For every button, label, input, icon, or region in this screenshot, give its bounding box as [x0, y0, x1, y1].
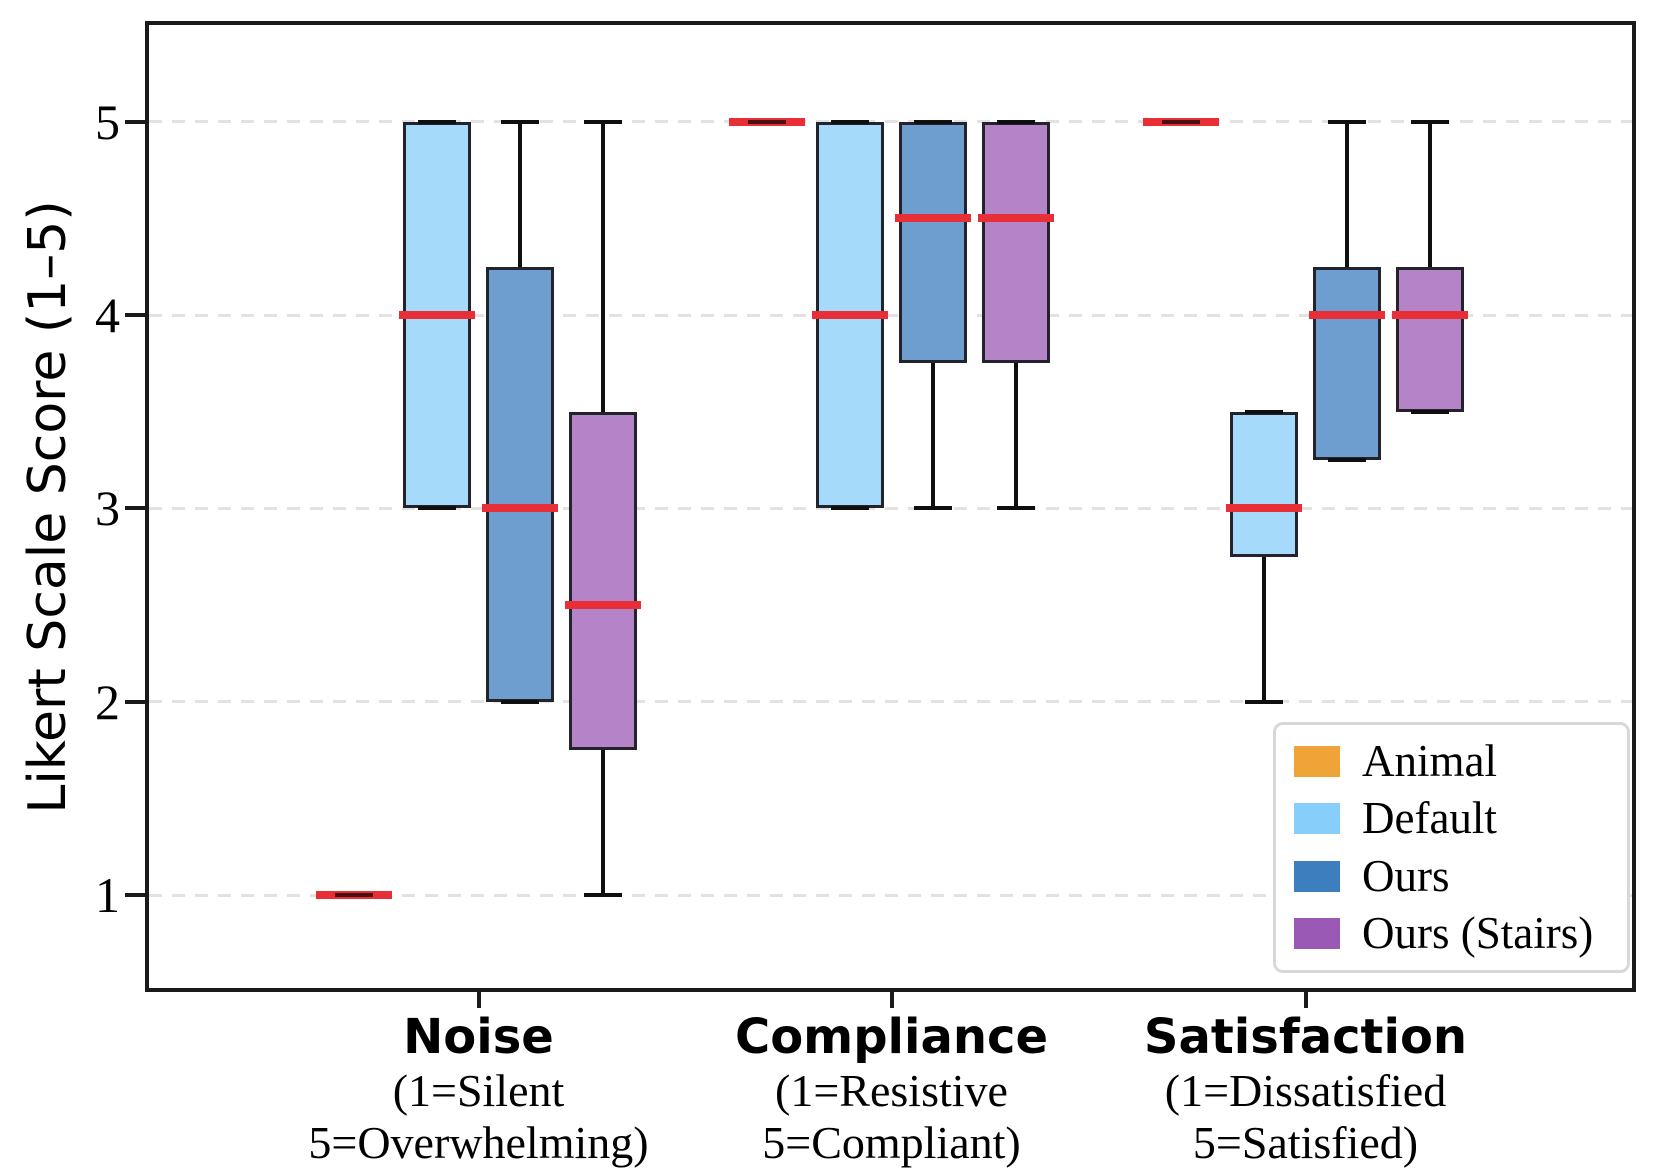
- x-category-sublabel: 5=Overwhelming): [308, 1117, 649, 1169]
- box: [1396, 266, 1464, 412]
- legend-label: Default: [1362, 793, 1497, 844]
- whisker-cap: [335, 893, 373, 898]
- whisker-cap: [501, 699, 539, 704]
- box: [899, 121, 967, 364]
- legend-swatch-default: [1294, 803, 1340, 835]
- y-tick-label: 3: [95, 480, 120, 537]
- y-tick-label: 4: [95, 287, 120, 343]
- box-whisker: [518, 121, 522, 267]
- box: [569, 411, 637, 751]
- box: [982, 121, 1050, 364]
- x-category-sublabel: (1=Resistive: [775, 1065, 1008, 1117]
- whisker-cap: [914, 119, 952, 124]
- box-whisker: [1428, 121, 1432, 267]
- median-line: [482, 504, 558, 513]
- legend-label: Animal: [1362, 736, 1497, 787]
- y-tick-label: 1: [95, 867, 120, 924]
- x-category-label: Noise: [403, 1009, 554, 1065]
- y-tick-label: 2: [95, 673, 120, 730]
- x-tick-mark: [889, 992, 894, 1008]
- x-category-sublabel: (1=Silent: [392, 1065, 565, 1117]
- legend-label: Ours (Stairs): [1362, 907, 1594, 958]
- whisker-cap: [501, 119, 539, 124]
- whisker-cap: [1245, 409, 1283, 414]
- median-line: [1309, 311, 1385, 319]
- gridline: [149, 120, 1632, 124]
- y-tick-mark: [125, 313, 147, 317]
- median-line: [1226, 504, 1302, 513]
- gridline: [149, 313, 1632, 317]
- whisker-cap: [584, 893, 622, 898]
- gridline: [149, 893, 1632, 897]
- legend-item: Default: [1294, 796, 1609, 841]
- x-category-label-block: Satisfaction (1=Dissatisfied 5=Satisfied): [1026, 1009, 1586, 1169]
- box: [486, 266, 554, 702]
- x-category-sublabel: 5=Compliant): [762, 1117, 1021, 1169]
- box-whisker: [1262, 556, 1266, 702]
- x-category-sublabel: 5=Satisfied): [1192, 1117, 1419, 1169]
- box: [1313, 266, 1381, 461]
- whisker-cap: [1411, 119, 1449, 124]
- median-line: [399, 311, 475, 319]
- y-tick-mark: [125, 893, 147, 898]
- legend-swatch-animal: [1294, 746, 1340, 778]
- x-tick-mark: [476, 992, 481, 1008]
- whisker-cap: [418, 119, 456, 124]
- whisker-cap: [997, 119, 1035, 124]
- legend-swatch-ours-stairs: [1294, 917, 1340, 949]
- whisker-cap: [1162, 119, 1200, 124]
- legend-label: Ours: [1362, 850, 1450, 901]
- median-line: [895, 214, 971, 223]
- whisker-cap: [584, 119, 622, 124]
- median-line: [1392, 311, 1468, 319]
- x-category-label-block: Compliance (1=Resistive 5=Compliant): [612, 1009, 1172, 1169]
- box-whisker: [1345, 121, 1349, 267]
- box: [1230, 411, 1298, 557]
- box-whisker: [1014, 363, 1018, 509]
- legend-item: Ours (Stairs): [1294, 907, 1609, 958]
- median-line: [978, 214, 1054, 223]
- y-tick-label: 5: [95, 93, 120, 150]
- gridline: [149, 700, 1632, 704]
- y-tick-mark: [125, 699, 147, 704]
- legend-swatch-ours: [1294, 860, 1340, 892]
- median-line: [812, 311, 888, 319]
- whisker-cap: [1328, 119, 1366, 124]
- median-line: [565, 601, 641, 610]
- x-category-label: Compliance: [734, 1009, 1049, 1065]
- legend-item: Animal: [1294, 739, 1609, 784]
- whisker-cap: [748, 119, 786, 124]
- whisker-cap: [1328, 458, 1366, 463]
- y-tick-mark: [125, 506, 147, 511]
- legend-item: Ours: [1294, 850, 1609, 901]
- whisker-cap: [831, 119, 869, 124]
- y-tick-mark: [125, 119, 147, 124]
- x-category-label-block: Noise (1=Silent 5=Overwhelming): [199, 1009, 759, 1169]
- x-category-label: Satisfaction: [1143, 1009, 1468, 1065]
- whisker-cap: [831, 506, 869, 511]
- box-whisker: [601, 121, 605, 412]
- whisker-cap: [997, 506, 1035, 511]
- x-category-sublabel: (1=Dissatisfied: [1164, 1065, 1447, 1117]
- whisker-cap: [1411, 409, 1449, 414]
- whisker-cap: [418, 506, 456, 511]
- whisker-cap: [1245, 699, 1283, 704]
- gridline: [149, 506, 1632, 510]
- box-whisker: [931, 363, 935, 509]
- box-whisker: [601, 750, 605, 896]
- x-tick-mark: [1303, 992, 1308, 1008]
- whisker-cap: [914, 506, 952, 511]
- legend: Animal Default Ours Ours (Stairs): [1273, 722, 1630, 973]
